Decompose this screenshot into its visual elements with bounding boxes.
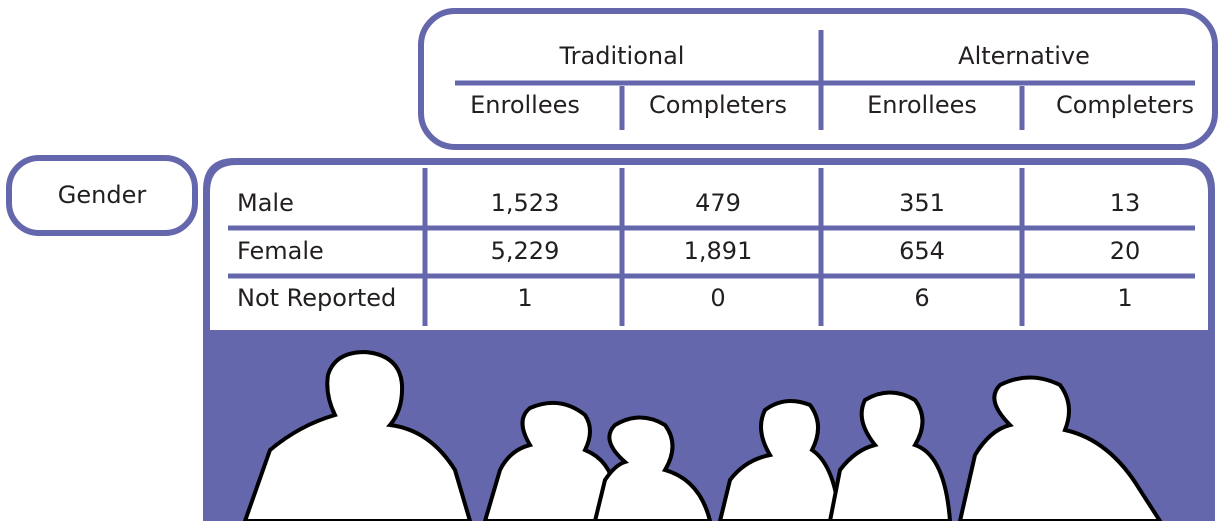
row-header: Gender [58, 181, 147, 209]
table-area [210, 165, 1208, 330]
row-label: Male [237, 189, 294, 217]
cell-value: 5,229 [491, 237, 560, 265]
cell-value: 1,523 [491, 189, 560, 217]
cell-value: 6 [914, 284, 929, 312]
column-header: Enrollees [470, 91, 580, 119]
silhouettes [242, 349, 1164, 523]
row-label: Female [237, 237, 324, 265]
cell-value: 1 [1117, 284, 1132, 312]
cell-value: 479 [695, 189, 741, 217]
column-header: Completers [1056, 91, 1194, 119]
cell-value: 20 [1110, 237, 1141, 265]
group-header: Traditional [559, 42, 685, 70]
cell-value: 351 [899, 189, 945, 217]
cell-value: 654 [899, 237, 945, 265]
cell-value: 0 [710, 284, 725, 312]
header-box [418, 8, 1218, 150]
row-header-box [6, 155, 198, 236]
column-header: Completers [649, 91, 787, 119]
row-label: Not Reported [237, 284, 396, 312]
group-header: Alternative [958, 42, 1090, 70]
column-header: Enrollees [867, 91, 977, 119]
cell-value: 13 [1110, 189, 1141, 217]
cell-value: 1,891 [684, 237, 753, 265]
cell-value: 1 [517, 284, 532, 312]
